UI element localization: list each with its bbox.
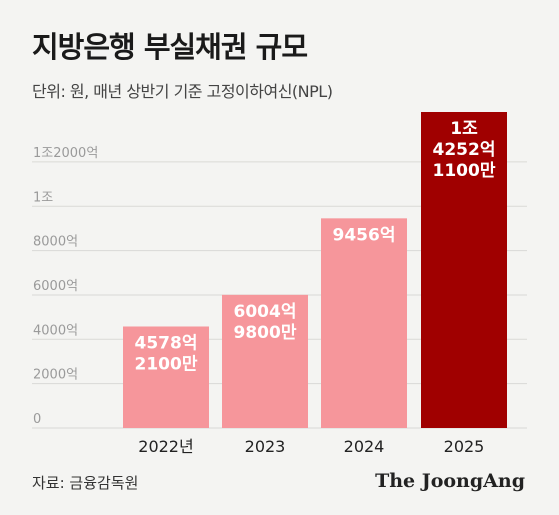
y-tick-label: 0 [33,412,41,427]
y-tick-label: 6000억 [33,279,78,294]
brand-logo: The JoongAng [375,470,525,492]
y-tick-label: 1조 [33,190,53,205]
bar [123,326,209,428]
y-tick-label: 8000억 [33,235,78,250]
bar [222,294,308,428]
data-label: 4252억 [433,140,496,160]
x-tick-label: 2024 [344,437,385,456]
y-tick-label: 1조2000억 [33,146,98,161]
x-tick-label: 2025 [444,437,485,456]
data-label: 9800만 [234,323,297,343]
data-label: 6004억 [234,302,297,322]
y-tick-label: 4000억 [33,323,78,338]
source-note: 자료: 금융감독원 [32,474,139,492]
x-tick-label: 2022년 [138,437,193,456]
data-label: 9456억 [333,225,396,245]
y-tick-label: 2000억 [33,368,78,383]
chart-subtitle: 단위: 원, 매년 상반기 기준 고정이하여신(NPL) [32,82,333,101]
x-tick-label: 2023 [245,437,286,456]
bar [421,112,507,428]
data-label: 4578억 [135,333,198,353]
data-label: 1100만 [433,161,496,181]
data-label: 1조 [450,119,478,139]
data-label: 2100만 [135,354,198,374]
chart-title: 지방은행 부실채권 규모 [32,30,308,64]
bar [321,218,407,428]
